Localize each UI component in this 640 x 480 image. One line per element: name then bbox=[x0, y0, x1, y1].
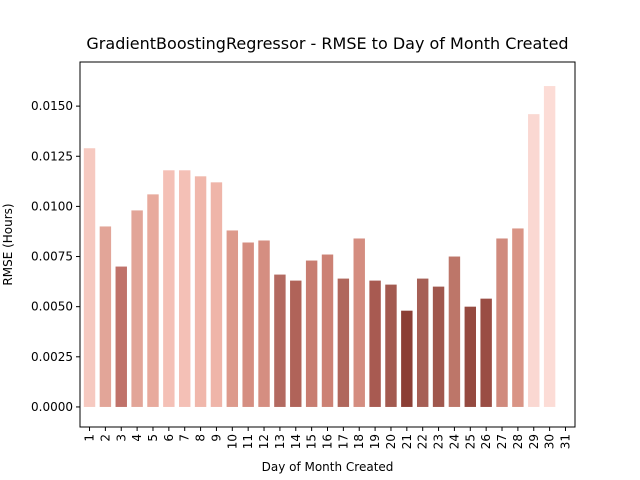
bar-day-8 bbox=[194, 176, 207, 407]
x-tick-label: 11 bbox=[241, 434, 255, 449]
bar-day-6 bbox=[163, 170, 175, 407]
x-tick-label: 21 bbox=[400, 434, 414, 449]
bar-day-10 bbox=[226, 230, 239, 407]
y-tick-label: 0.0050 bbox=[31, 300, 73, 314]
x-tick-label: 17 bbox=[336, 434, 350, 449]
x-tick-label: 26 bbox=[479, 434, 493, 449]
x-tick-label: 28 bbox=[511, 434, 525, 449]
bar-day-7 bbox=[179, 170, 191, 407]
bar-day-14 bbox=[290, 280, 302, 407]
x-tick-label: 25 bbox=[463, 434, 477, 449]
x-tick-label: 29 bbox=[527, 434, 541, 449]
bar-day-5 bbox=[147, 194, 159, 407]
x-tick-label: 20 bbox=[384, 434, 398, 449]
x-tick-label: 13 bbox=[273, 434, 287, 449]
x-tick-label: 16 bbox=[321, 434, 335, 449]
x-tick-label: 1 bbox=[83, 434, 97, 442]
bar-day-11 bbox=[242, 242, 254, 407]
bar-day-22 bbox=[416, 278, 429, 407]
y-tick-label: 0.0075 bbox=[31, 250, 73, 264]
bar-day-21 bbox=[401, 310, 413, 407]
x-tick-label: 14 bbox=[289, 434, 303, 449]
x-axis-label: Day of Month Created bbox=[262, 460, 394, 474]
bar-day-30 bbox=[543, 86, 556, 407]
x-tick-label: 10 bbox=[225, 434, 239, 449]
bar-day-12 bbox=[258, 240, 270, 407]
bar-day-1 bbox=[83, 148, 96, 407]
y-tick-label: 0.0150 bbox=[31, 99, 73, 113]
bar-day-4 bbox=[131, 210, 143, 407]
axes-frame bbox=[79, 61, 576, 428]
bar-day-18 bbox=[353, 238, 365, 407]
x-tick-label: 31 bbox=[558, 434, 572, 449]
bar-day-27 bbox=[496, 238, 508, 407]
x-tick-label: 27 bbox=[495, 434, 509, 449]
y-tick-label: 0.0125 bbox=[31, 149, 73, 163]
x-tick-label: 3 bbox=[114, 434, 128, 442]
bar-day-26 bbox=[480, 298, 492, 407]
x-tick-label: 19 bbox=[368, 434, 382, 449]
y-axis-ticks: 0.0000 0.0025 0.0050 0.0075 0.0100 0.0125 0.01… bbox=[31, 99, 80, 414]
x-tick-label: 7 bbox=[178, 434, 192, 442]
bar-day-19 bbox=[369, 280, 381, 407]
bar-day-23 bbox=[432, 286, 445, 407]
x-tick-label: 6 bbox=[162, 434, 176, 442]
x-tick-label: 5 bbox=[146, 434, 160, 442]
bar-day-29 bbox=[528, 114, 540, 407]
x-tick-label: 24 bbox=[447, 434, 461, 449]
x-tick-label: 15 bbox=[305, 434, 319, 449]
bar-day-24 bbox=[448, 256, 461, 407]
bar-day-25 bbox=[464, 306, 476, 407]
x-tick-label: 12 bbox=[257, 434, 271, 449]
chart-title: GradientBoostingRegressor - RMSE to Day … bbox=[86, 34, 568, 53]
bar-day-2 bbox=[99, 226, 112, 407]
x-tick-label: 23 bbox=[432, 434, 446, 449]
x-tick-label: 8 bbox=[194, 434, 208, 442]
bar-day-17 bbox=[337, 278, 350, 407]
y-tick-label: 0.0100 bbox=[31, 199, 73, 213]
x-axis-ticks: 1 2 3 4 5 6 7 8 9 10 11 12 13 14 15 16 17 18 19 20 21 22 23 24 2… bbox=[83, 427, 572, 449]
bar-day-9 bbox=[210, 182, 223, 407]
bar-day-16 bbox=[321, 254, 334, 407]
y-tick-label: 0.0025 bbox=[31, 350, 73, 364]
x-tick-label: 30 bbox=[543, 434, 557, 449]
bar-day-15 bbox=[305, 260, 318, 407]
bar-day-13 bbox=[274, 274, 286, 407]
bar-day-20 bbox=[385, 284, 397, 407]
y-tick-label: 0.0000 bbox=[31, 400, 73, 414]
x-tick-label: 2 bbox=[98, 434, 112, 442]
x-tick-label: 9 bbox=[209, 434, 223, 442]
x-tick-label: 4 bbox=[130, 434, 144, 442]
bar-day-3 bbox=[115, 266, 127, 407]
x-tick-label: 18 bbox=[352, 434, 366, 449]
y-axis-label: RMSE (Hours) bbox=[1, 203, 15, 285]
bars-group bbox=[83, 86, 556, 407]
x-tick-label: 22 bbox=[416, 434, 430, 449]
bar-day-28 bbox=[512, 228, 524, 407]
